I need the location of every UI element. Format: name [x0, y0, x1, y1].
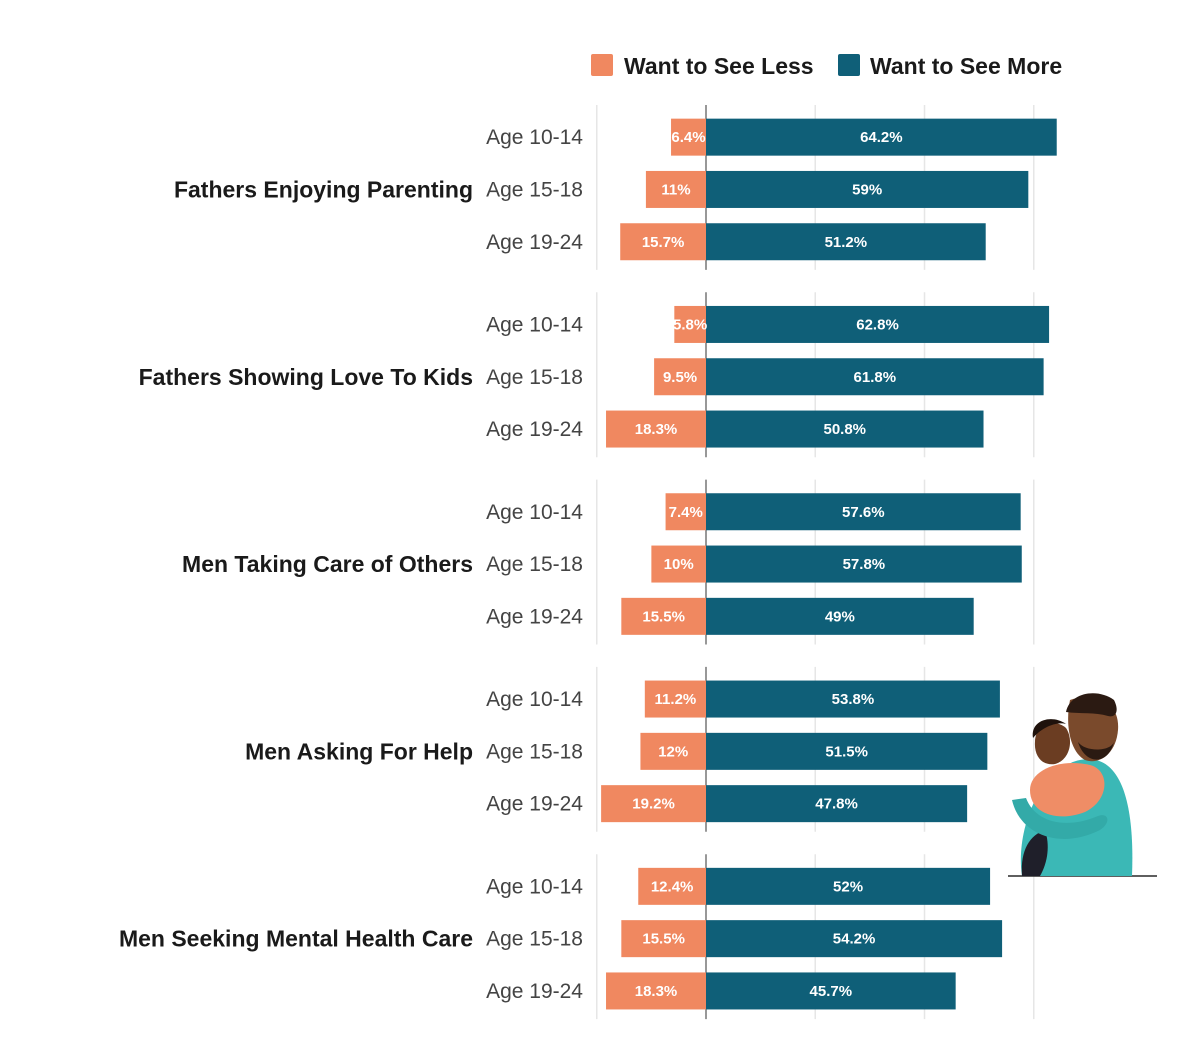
bar-less	[621, 597, 706, 635]
value-label-less: 15.7%	[642, 234, 685, 251]
child-head	[1034, 723, 1071, 765]
age-label: Age 15-18	[486, 553, 583, 576]
value-label-less: 18.3%	[635, 983, 678, 1000]
bar-more	[706, 358, 1044, 396]
value-label-less: 9.5%	[663, 369, 697, 386]
age-label: Age 10-14	[486, 313, 583, 336]
value-label-more: 59%	[852, 181, 882, 198]
value-label-more: 57.6%	[842, 504, 885, 521]
age-label: Age 19-24	[486, 793, 583, 816]
bar-more	[706, 305, 1050, 343]
bar-more	[706, 545, 1022, 583]
value-label-less: 10%	[664, 556, 694, 573]
bar-more	[706, 597, 974, 635]
category-label: Men Taking Care of Others	[182, 551, 473, 577]
bar-less	[644, 680, 706, 718]
bar-more	[706, 972, 956, 1010]
value-label-less: 15.5%	[642, 608, 685, 625]
age-label: Age 10-14	[486, 126, 583, 149]
value-label-more: 62.8%	[856, 316, 899, 333]
father-hair	[1066, 693, 1117, 717]
bar-less	[645, 170, 706, 208]
bar-less	[621, 920, 706, 958]
value-label-less: 12.4%	[651, 878, 694, 895]
value-label-less: 11.2%	[655, 691, 697, 708]
age-label: Age 19-24	[486, 231, 583, 254]
value-label-more: 64.2%	[860, 129, 903, 146]
legend-swatch-less	[591, 54, 613, 76]
bar-more	[706, 170, 1029, 208]
value-label-more: 51.2%	[825, 234, 868, 251]
legend-swatch-more	[838, 54, 860, 76]
child-legs	[1021, 830, 1048, 876]
age-label: Age 15-18	[486, 928, 583, 951]
bar-less	[671, 118, 706, 156]
bar-more	[706, 410, 984, 448]
value-label-more: 53.8%	[832, 691, 875, 708]
value-label-more: 45.7%	[810, 983, 853, 1000]
child-hair	[1032, 719, 1066, 738]
value-label-less: 6.4%	[671, 129, 705, 146]
bar-less	[640, 732, 706, 770]
legend-label-less: Want to See Less	[624, 53, 814, 79]
age-label: Age 19-24	[486, 980, 583, 1003]
age-label: Age 15-18	[486, 366, 583, 389]
legend-label-more: Want to See More	[870, 53, 1062, 79]
father-hugging-child-illustration	[1008, 693, 1157, 877]
father-beard	[1078, 742, 1114, 760]
bars-layer	[601, 118, 1057, 1010]
value-label-more: 51.5%	[825, 743, 868, 760]
bar-more	[706, 867, 991, 905]
category-label: Men Asking For Help	[245, 738, 473, 764]
value-label-more: 61.8%	[854, 369, 897, 386]
bar-less	[654, 358, 706, 396]
value-label-less: 11%	[661, 181, 690, 198]
value-label-more: 57.8%	[843, 556, 886, 573]
value-label-more: 49%	[825, 608, 855, 625]
value-label-less: 7.4%	[669, 504, 703, 521]
age-label: Age 10-14	[486, 688, 583, 711]
bar-less	[620, 223, 706, 261]
bar-more	[706, 785, 968, 823]
age-label: Age 10-14	[486, 501, 583, 524]
bar-less	[606, 972, 706, 1010]
value-label-more: 50.8%	[823, 421, 866, 438]
age-label: Age 15-18	[486, 740, 583, 763]
value-label-more: 47.8%	[815, 796, 858, 813]
child-shirt	[1030, 762, 1105, 817]
age-label: Age 15-18	[486, 178, 583, 201]
age-label: Age 10-14	[486, 875, 583, 898]
value-label-less: 5.8%	[673, 316, 707, 333]
age-label: Age 19-24	[486, 418, 583, 441]
bar-less	[665, 493, 706, 531]
value-label-less: 18.3%	[635, 421, 678, 438]
bar-less	[606, 410, 706, 448]
bar-less	[638, 867, 706, 905]
value-label-less: 15.5%	[642, 931, 685, 948]
bar-less	[601, 785, 706, 823]
category-label: Fathers Showing Love To Kids	[139, 364, 473, 390]
labels-layer: Fathers Enjoying Parenting Age 10-14 6.4% 6…	[119, 126, 903, 1003]
category-label: Men Seeking Mental Health Care	[119, 926, 473, 952]
value-label-more: 54.2%	[833, 931, 876, 948]
legend: Want to See Less Want to See More	[591, 53, 1062, 79]
father-arm	[1012, 798, 1108, 839]
bar-less	[674, 305, 706, 343]
age-label: Age 19-24	[486, 605, 583, 628]
value-label-less: 19.2%	[632, 796, 675, 813]
value-label-more: 52%	[833, 878, 863, 895]
value-label-less: 12%	[658, 743, 688, 760]
bar-less	[651, 545, 706, 583]
bar-more	[706, 732, 988, 770]
bar-more	[706, 493, 1021, 531]
category-label: Fathers Enjoying Parenting	[174, 176, 473, 202]
bar-more	[706, 223, 986, 261]
bar-more	[706, 920, 1003, 958]
bar-more	[706, 118, 1057, 156]
bar-more	[706, 680, 1000, 718]
